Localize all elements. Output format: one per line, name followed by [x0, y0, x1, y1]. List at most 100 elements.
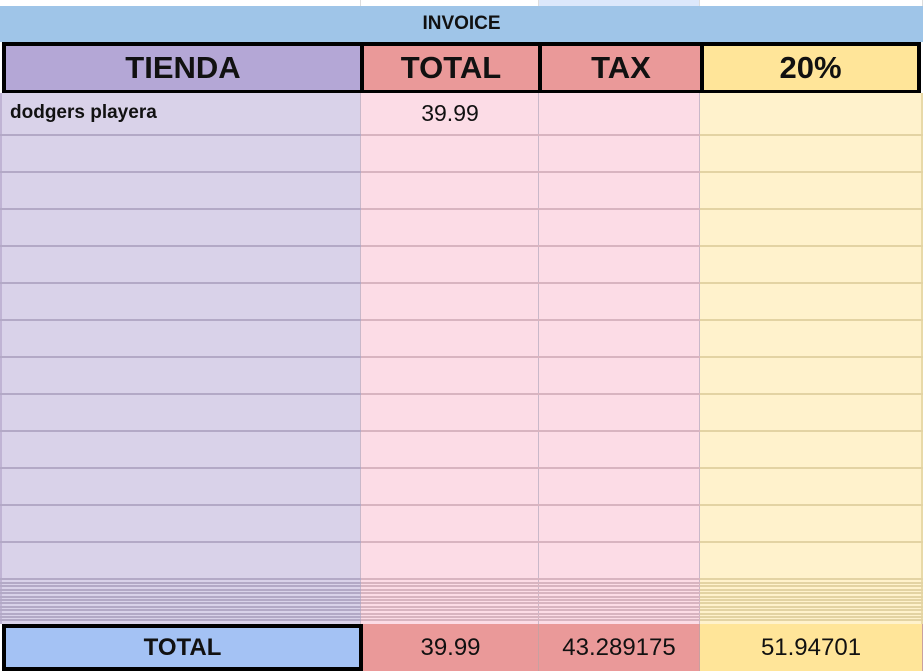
row-gridline — [0, 592, 361, 594]
row-gridline — [361, 134, 539, 136]
row-tienda[interactable]: dodgers playera — [10, 102, 157, 123]
row-gridline — [539, 613, 700, 615]
row-gridline — [700, 504, 923, 506]
row-gridline — [0, 467, 361, 469]
row-gridline — [0, 606, 361, 608]
row-gridline — [700, 467, 923, 469]
row-gridline — [539, 592, 700, 594]
row-gridline — [700, 282, 923, 284]
totals-tax[interactable]: 43.289175 — [539, 624, 700, 671]
row-gridline — [361, 589, 539, 591]
row-gridline — [0, 430, 361, 432]
row-gridline — [700, 393, 923, 395]
row-gridline — [700, 585, 923, 587]
total-column — [361, 93, 539, 624]
row-gridline — [361, 619, 539, 621]
row-gridline — [700, 599, 923, 601]
pct-column — [700, 93, 923, 624]
row-total[interactable]: 39.99 — [421, 99, 479, 126]
row-gridline — [361, 541, 539, 543]
row-gridline — [0, 208, 361, 210]
row-gridline — [0, 171, 361, 173]
top-cell[interactable] — [539, 0, 700, 6]
row-gridline — [700, 430, 923, 432]
row-gridline — [539, 609, 700, 611]
row-gridline — [539, 582, 700, 584]
row-gridline — [700, 541, 923, 543]
row-gridline — [361, 171, 539, 173]
totals-label[interactable]: TOTAL — [2, 624, 363, 671]
header-total[interactable]: TOTAL — [360, 42, 542, 94]
row-gridline — [700, 208, 923, 210]
row-gridline — [361, 592, 539, 594]
row-gridline — [361, 393, 539, 395]
row-gridline — [0, 134, 361, 136]
row-gridline — [539, 356, 700, 358]
row-gridline — [700, 616, 923, 618]
row-gridline — [0, 602, 361, 604]
row-gridline — [361, 319, 539, 321]
tienda-column — [0, 93, 361, 624]
row-gridline — [700, 578, 923, 580]
row-gridline — [700, 319, 923, 321]
row-gridline — [361, 356, 539, 358]
header-pct[interactable]: 20% — [700, 42, 921, 94]
row-gridline — [0, 582, 361, 584]
invoice-title[interactable]: INVOICE — [0, 6, 923, 42]
row-gridline — [539, 171, 700, 173]
header-tax[interactable]: TAX — [538, 42, 704, 94]
row-gridline — [700, 134, 923, 136]
row-gridline — [539, 599, 700, 601]
row-gridline — [361, 606, 539, 608]
row-gridline — [539, 430, 700, 432]
row-gridline — [0, 282, 361, 284]
row-gridline — [0, 589, 361, 591]
row-gridline — [539, 585, 700, 587]
row-gridline — [361, 582, 539, 584]
header-tienda[interactable]: TIENDA — [2, 42, 364, 94]
row-gridline — [0, 599, 361, 601]
row-gridline — [539, 619, 700, 621]
row-gridline — [539, 393, 700, 395]
row-gridline — [700, 606, 923, 608]
row-gridline — [539, 245, 700, 247]
row-gridline — [539, 319, 700, 321]
row-gridline — [361, 467, 539, 469]
totals-total[interactable]: 39.99 — [363, 624, 539, 671]
row-gridline — [361, 602, 539, 604]
row-gridline — [700, 619, 923, 621]
row-gridline — [700, 171, 923, 173]
totals-pct[interactable]: 51.94701 — [700, 624, 923, 671]
row-gridline — [361, 599, 539, 601]
row-gridline — [0, 541, 361, 543]
row-tax[interactable] — [539, 96, 700, 130]
row-pct[interactable] — [700, 96, 923, 130]
top-cell[interactable] — [361, 0, 539, 6]
row-gridline — [361, 430, 539, 432]
row-gridline — [0, 578, 361, 580]
tax-column — [539, 93, 700, 624]
row-gridline — [700, 582, 923, 584]
row-gridline — [700, 602, 923, 604]
row-gridline — [0, 393, 361, 395]
row-gridline — [700, 596, 923, 598]
row-gridline — [700, 589, 923, 591]
row-gridline — [361, 596, 539, 598]
row-gridline — [539, 282, 700, 284]
row-gridline — [0, 609, 361, 611]
row-gridline — [361, 282, 539, 284]
row-gridline — [539, 596, 700, 598]
row-gridline — [0, 619, 361, 621]
top-cell[interactable] — [0, 0, 361, 6]
row-gridline — [0, 356, 361, 358]
row-gridline — [0, 504, 361, 506]
row-gridline — [539, 504, 700, 506]
row-gridline — [700, 609, 923, 611]
row-gridline — [0, 319, 361, 321]
row-gridline — [539, 602, 700, 604]
row-gridline — [361, 616, 539, 618]
row-gridline — [539, 467, 700, 469]
row-gridline — [361, 504, 539, 506]
row-gridline — [0, 585, 361, 587]
row-gridline — [539, 541, 700, 543]
